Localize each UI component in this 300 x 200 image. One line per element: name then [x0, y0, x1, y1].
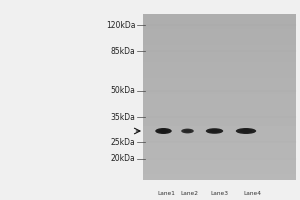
Ellipse shape	[240, 129, 252, 133]
Ellipse shape	[209, 129, 220, 133]
Ellipse shape	[159, 129, 169, 133]
Ellipse shape	[181, 129, 194, 133]
Text: 25kDa: 25kDa	[111, 138, 136, 147]
Text: Lane4: Lane4	[243, 191, 261, 196]
Text: Lane3: Lane3	[210, 191, 228, 196]
Bar	[142, 14, 296, 180]
Text: Lane1: Lane1	[158, 191, 175, 196]
Text: Lane2: Lane2	[180, 191, 198, 196]
Text: 50kDa: 50kDa	[111, 86, 136, 95]
Ellipse shape	[236, 128, 256, 134]
Ellipse shape	[184, 130, 191, 132]
Text: 120kDa: 120kDa	[106, 21, 136, 30]
Text: 85kDa: 85kDa	[111, 47, 136, 56]
Ellipse shape	[155, 128, 172, 134]
Text: 20kDa: 20kDa	[111, 154, 136, 163]
Ellipse shape	[206, 128, 223, 134]
Text: 35kDa: 35kDa	[111, 113, 136, 122]
